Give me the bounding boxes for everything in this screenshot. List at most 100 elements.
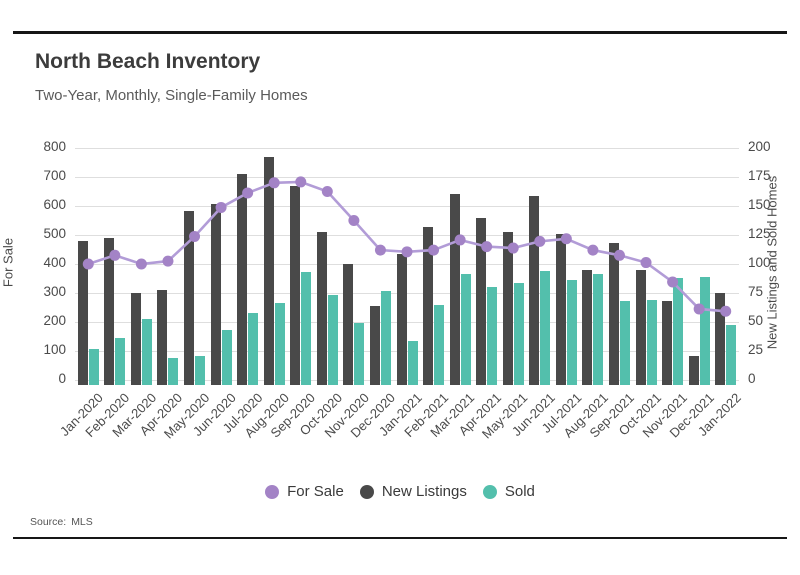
- sold-bar: [726, 325, 737, 385]
- new-listings-bar: [369, 305, 380, 385]
- new-listings-bar: [210, 203, 221, 385]
- sold-bar: [593, 274, 604, 385]
- for-sale-point: [640, 257, 652, 269]
- chart-subtitle: Two-Year, Monthly, Single-Family Homes: [35, 87, 308, 104]
- gridline: [75, 380, 739, 381]
- sold-bar: [115, 338, 126, 385]
- sold-bar: [460, 274, 471, 385]
- new-listings-bar: [130, 293, 141, 385]
- left-axis-tick: 700: [43, 168, 66, 183]
- gridline: [75, 177, 739, 178]
- source-note: Source: MLS: [30, 516, 93, 528]
- gridline: [75, 322, 739, 323]
- new-listings-bar: [529, 195, 540, 385]
- new-listings-bar: [608, 243, 619, 385]
- left-axis-tick: 800: [43, 139, 66, 154]
- card-top-border: [13, 31, 787, 34]
- right-axis-tick: 0: [748, 371, 756, 386]
- new-listings-legend-dot-icon: [359, 484, 374, 499]
- sold-bar: [195, 355, 206, 385]
- right-axis-tick: 200: [748, 139, 771, 154]
- legend-label-for-sale: For Sale: [287, 483, 344, 500]
- right-axis-tick: 100: [748, 255, 771, 270]
- new-listings-bar: [184, 210, 195, 385]
- sold-bar: [88, 348, 99, 385]
- legend: For Sale New Listings Sold: [0, 483, 800, 500]
- source-label: Source:: [30, 516, 67, 528]
- card-bottom-border: [13, 537, 787, 539]
- left-axis-tick: 600: [43, 197, 66, 212]
- for-sale-point: [374, 244, 386, 256]
- legend-label-new-listings: New Listings: [381, 483, 467, 500]
- sold-bar: [699, 276, 710, 385]
- for-sale-point: [321, 186, 333, 197]
- right-axis-title: New Listings and Sold Homes: [764, 175, 780, 350]
- right-axis-tick: 25: [748, 342, 764, 357]
- new-listings-bar: [635, 269, 646, 385]
- right-axis-tick: 50: [748, 313, 764, 328]
- sold-bar: [619, 301, 630, 385]
- new-listings-bar: [104, 238, 115, 385]
- right-axis-tick: 150: [748, 197, 771, 212]
- new-listings-bar: [316, 231, 327, 385]
- right-axis-tick: 175: [748, 168, 771, 183]
- sold-bar: [141, 318, 152, 385]
- new-listings-bar: [290, 186, 301, 385]
- sold-bar: [673, 277, 684, 385]
- sold-bar: [248, 312, 259, 385]
- new-listings-bar: [476, 217, 487, 385]
- gridline: [75, 206, 739, 207]
- gridline: [75, 264, 739, 265]
- new-listings-bar: [715, 293, 726, 385]
- new-listings-bar: [582, 269, 593, 385]
- new-listings-bar: [77, 240, 88, 385]
- legend-item-sold: Sold: [482, 483, 535, 500]
- sold-bar: [168, 357, 179, 385]
- left-axis-tick: 0: [58, 371, 66, 386]
- sold-bar: [513, 282, 524, 385]
- sold-bar: [646, 299, 657, 385]
- left-axis-title: For Sale: [0, 237, 16, 288]
- new-listings-bar: [449, 194, 460, 385]
- new-listings-bar: [157, 289, 168, 385]
- new-listings-bar: [396, 253, 407, 385]
- chart-title: North Beach Inventory: [35, 50, 261, 73]
- for-sale-point: [348, 215, 360, 226]
- sold-legend-dot-icon: [482, 484, 497, 499]
- for-sale-legend-dot-icon: [265, 484, 280, 499]
- legend-item-for-sale: For Sale: [265, 483, 344, 500]
- right-axis-tick: 75: [748, 284, 764, 299]
- new-listings-bar: [688, 355, 699, 385]
- left-axis-tick: 200: [43, 313, 66, 328]
- sold-bar: [327, 295, 338, 385]
- legend-item-new-listings: New Listings: [359, 483, 467, 500]
- right-axis-tick: 125: [748, 226, 771, 241]
- sold-bar: [274, 303, 285, 385]
- sold-bar: [354, 323, 365, 385]
- new-listings-bar: [343, 264, 354, 385]
- sold-bar: [566, 280, 577, 385]
- left-axis-tick: 100: [43, 342, 66, 357]
- left-axis-tick: 400: [43, 255, 66, 270]
- sold-bar: [407, 340, 418, 385]
- left-axis-tick: 300: [43, 284, 66, 299]
- left-axis-tick: 500: [43, 226, 66, 241]
- new-listings-bar: [502, 231, 513, 385]
- sold-bar: [487, 287, 498, 385]
- sold-bar: [380, 290, 391, 385]
- new-listings-bar: [263, 157, 274, 385]
- gridline: [75, 235, 739, 236]
- gridline: [75, 148, 739, 149]
- new-listings-bar: [662, 301, 673, 385]
- for-sale-point: [587, 244, 599, 256]
- gridline: [75, 351, 739, 352]
- sold-bar: [301, 272, 312, 385]
- new-listings-bar: [423, 226, 434, 385]
- new-listings-bar: [555, 233, 566, 385]
- legend-label-sold: Sold: [504, 483, 535, 500]
- sold-bar: [540, 270, 551, 385]
- new-listings-bar: [237, 173, 248, 385]
- source-value: MLS: [71, 516, 93, 528]
- sold-bar: [221, 330, 232, 385]
